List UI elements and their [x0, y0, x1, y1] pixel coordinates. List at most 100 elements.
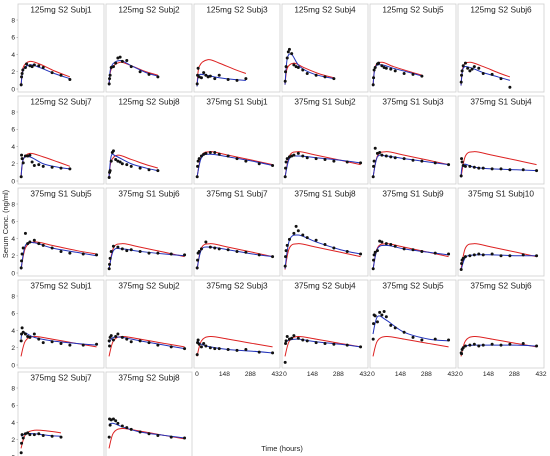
- observed-point: [156, 343, 160, 347]
- observed-point: [50, 340, 54, 344]
- observed-point: [463, 61, 467, 65]
- observed-point: [138, 166, 142, 170]
- observed-point: [108, 344, 112, 348]
- observed-point: [109, 249, 113, 253]
- panel-frame: [17, 95, 105, 185]
- panel-title: 375mg S1 Subj10: [468, 189, 534, 199]
- panel-title: 375mg S2 Subj5: [382, 281, 444, 291]
- observed-point: [420, 74, 424, 78]
- observed-point: [138, 430, 142, 434]
- red-fit-curve: [460, 243, 537, 270]
- observed-point: [37, 64, 41, 68]
- observed-point: [235, 348, 239, 352]
- observed-point: [20, 153, 24, 157]
- panel: 375mg S2 Subj4 0 148 288 432: [281, 279, 371, 378]
- observed-point: [472, 65, 476, 69]
- observed-point: [521, 253, 525, 257]
- observed-point: [373, 65, 377, 69]
- observed-point: [81, 343, 85, 347]
- observed-point: [294, 224, 298, 228]
- observed-point: [287, 237, 291, 241]
- observed-point: [257, 162, 261, 166]
- panel-title: 375mg S1 Subj9: [382, 189, 444, 199]
- observed-point: [68, 343, 72, 347]
- observed-point: [19, 339, 23, 343]
- observed-point: [116, 421, 120, 425]
- panel: 375mg S1 Subj4: [457, 95, 545, 185]
- observed-point: [108, 423, 112, 427]
- observed-point: [433, 161, 437, 165]
- observed-point: [197, 342, 201, 346]
- observed-point: [183, 436, 187, 440]
- panel-frame: [105, 3, 193, 93]
- observed-point: [26, 242, 30, 246]
- panel-title: 375mg S1 Subj2: [294, 97, 356, 107]
- observed-point: [111, 65, 115, 69]
- observed-point: [271, 163, 275, 167]
- panel: 375mg S1 Subj3: [369, 95, 457, 185]
- observed-point: [499, 167, 503, 171]
- blue-fit-curve: [108, 153, 158, 178]
- observed-point: [447, 338, 451, 342]
- observed-point: [332, 77, 336, 81]
- observed-point: [20, 75, 24, 79]
- observed-point: [472, 342, 476, 346]
- observed-point: [378, 151, 382, 155]
- panel: 375mg S2 Subj7024680148288432: [11, 371, 105, 456]
- observed-point: [111, 338, 115, 342]
- observed-point: [433, 251, 437, 255]
- observed-point: [129, 427, 133, 431]
- observed-point: [283, 175, 287, 179]
- observed-point: [183, 253, 187, 257]
- observed-point: [285, 243, 289, 247]
- panel: 375mg S2 Subj80148288432: [105, 371, 193, 456]
- panel-title: 125mg S2 Subj6: [470, 5, 532, 15]
- observed-point: [26, 431, 30, 435]
- observed-point: [118, 55, 122, 59]
- panel: 375mg S1 Subj5 0 2 4 6 8: [11, 187, 105, 277]
- chart-panels: 125mg S2 Subj1 0 2 4 6 8 125mg S2 Subj2 125mg S…: [11, 3, 547, 456]
- observed-point: [389, 67, 393, 71]
- observed-point: [285, 335, 289, 339]
- observed-point: [468, 343, 472, 347]
- observed-point: [380, 153, 384, 157]
- y-tick-label: 0: [11, 454, 15, 456]
- observed-point: [244, 77, 248, 81]
- red-fit-curve: [284, 336, 361, 357]
- panel-title: 375mg S1 Subj1: [206, 97, 268, 107]
- y-tick-label: 8: [11, 17, 15, 24]
- observed-point: [375, 249, 379, 253]
- observed-point: [28, 240, 32, 244]
- panel-title: 125mg S2 Subj7: [30, 97, 92, 107]
- observed-point: [108, 169, 112, 173]
- observed-point: [147, 72, 151, 76]
- observed-point: [156, 433, 160, 437]
- observed-point: [156, 75, 160, 79]
- panel-frame: [193, 3, 281, 93]
- y-tick-label: 2: [11, 345, 15, 352]
- observed-point: [460, 160, 464, 164]
- observed-point: [384, 242, 388, 246]
- panel-frame: [281, 279, 369, 369]
- observed-point: [345, 249, 349, 253]
- red-fit-curve: [284, 243, 361, 270]
- panel-title: 375mg S1 Subj7: [206, 189, 268, 199]
- x-axis-label: Time (hours): [261, 444, 303, 453]
- x-tick-label: 288: [333, 371, 344, 378]
- observed-point: [468, 164, 472, 168]
- red-fit-curve: [372, 336, 449, 357]
- observed-point: [371, 337, 375, 341]
- y-tick-label: 0: [11, 362, 15, 369]
- panel-title: 125mg S2 Subj2: [118, 5, 180, 15]
- observed-point: [120, 335, 124, 339]
- panel-frame: [17, 371, 105, 456]
- panel: 125mg S2 Subj5: [369, 3, 457, 93]
- observed-point: [373, 146, 377, 150]
- y-tick-label: 6: [11, 311, 15, 318]
- observed-point: [285, 157, 289, 161]
- observed-point: [108, 262, 112, 266]
- panel: 375mg S2 Subj6 0 148 288 432: [457, 279, 547, 378]
- observed-point: [196, 164, 200, 168]
- x-tick-label: 288: [421, 371, 432, 378]
- observed-point: [345, 160, 349, 164]
